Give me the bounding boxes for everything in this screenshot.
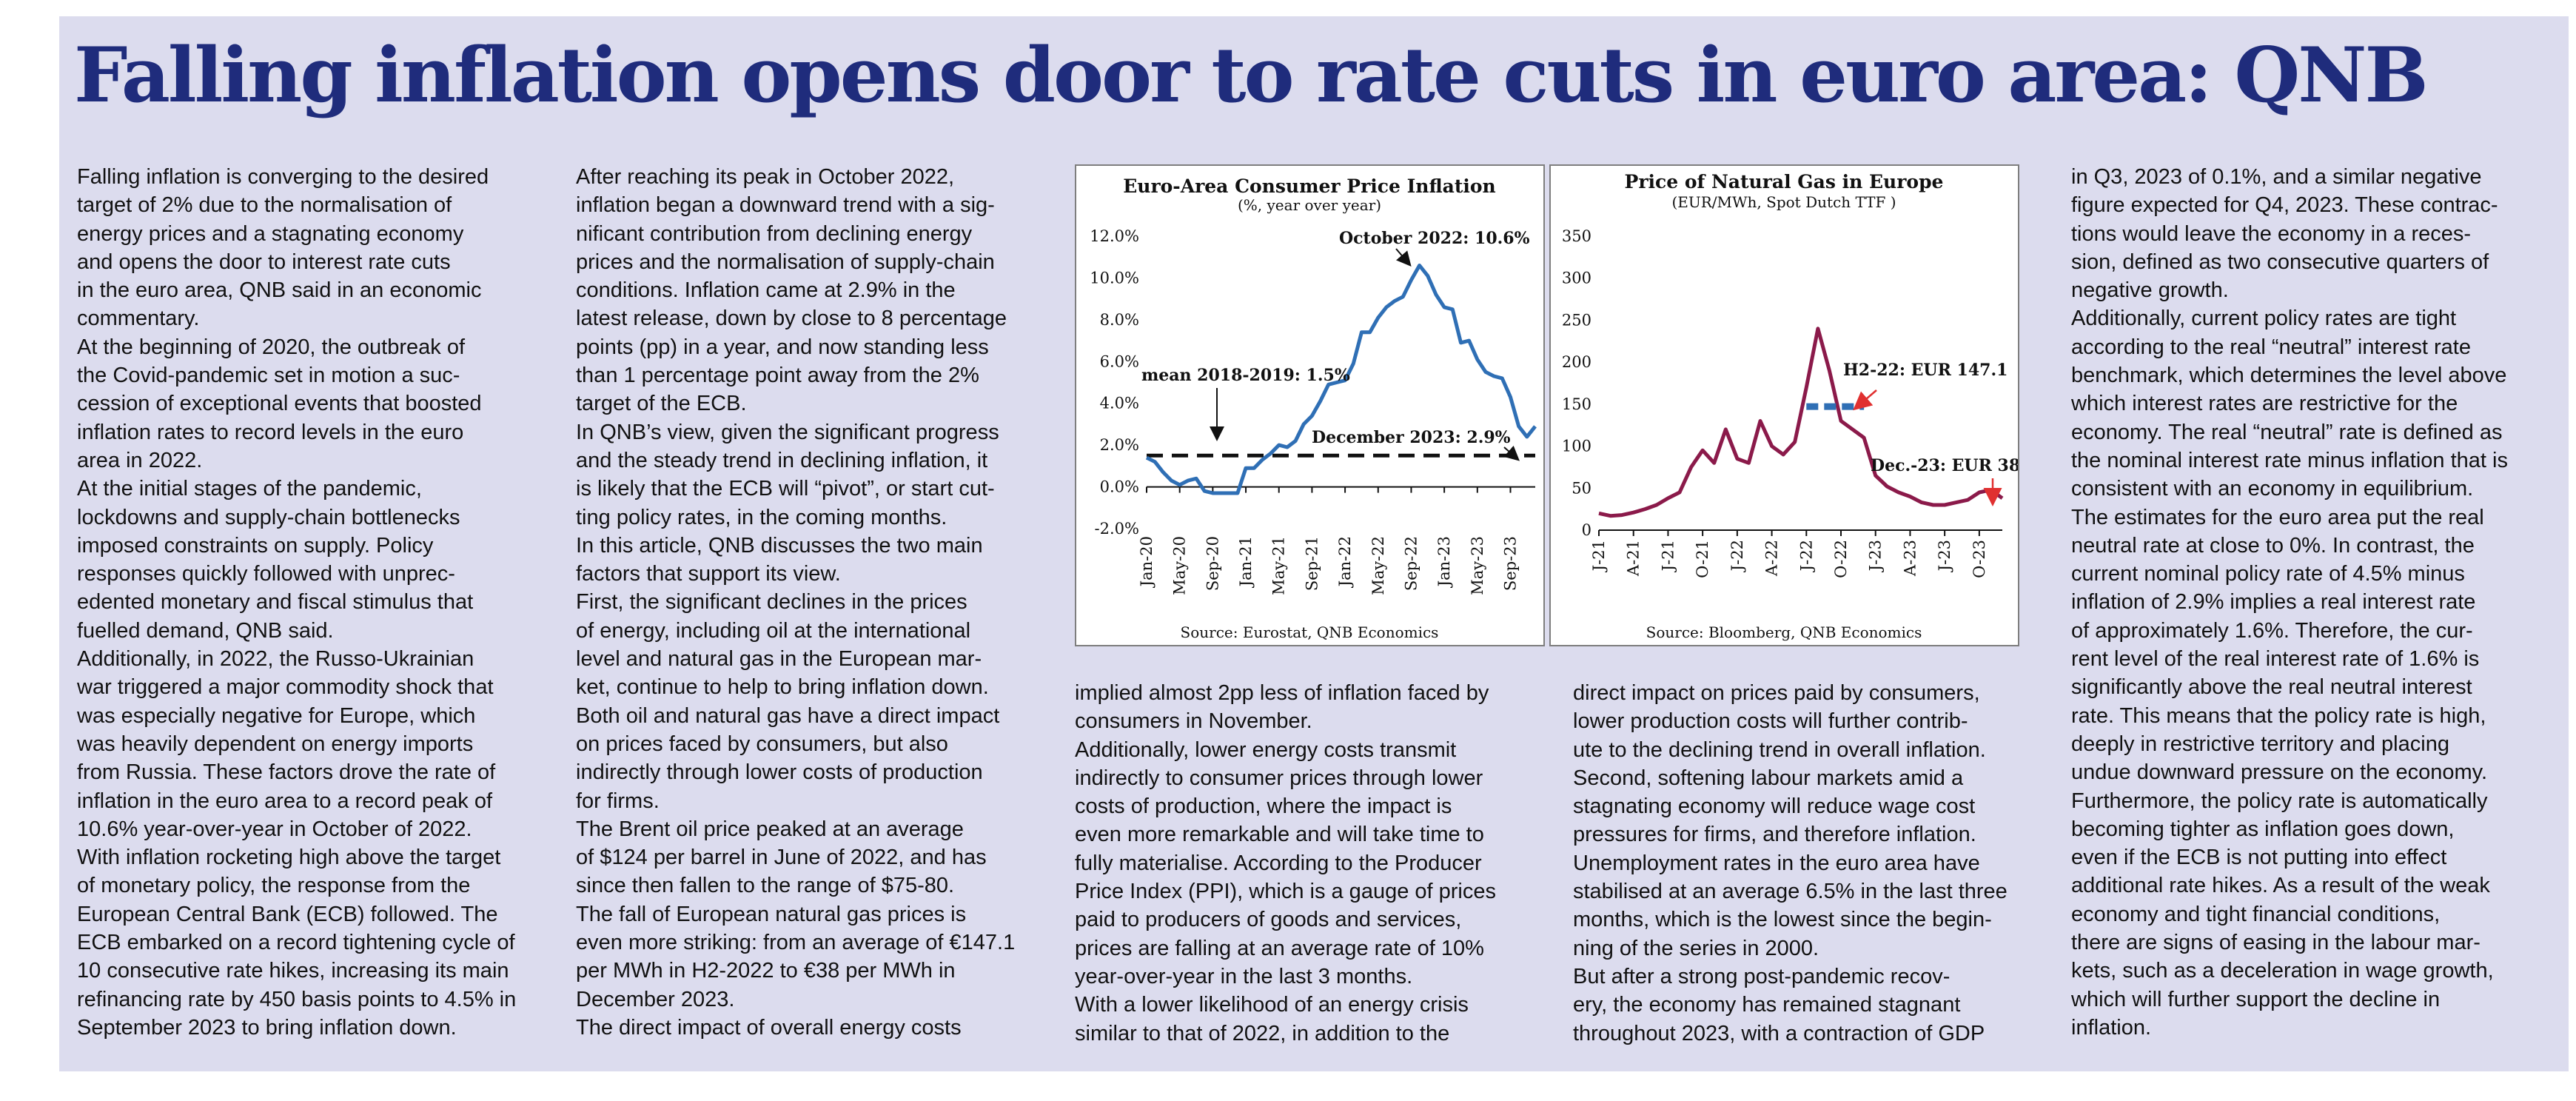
inflation-y-tick-label: 6.0% — [1100, 352, 1139, 370]
inflation-y-tick-label: -2.0% — [1095, 520, 1139, 538]
gas-y-tick-label: 300 — [1562, 270, 1591, 287]
inflation-x-tick-label: Jan-20 — [1138, 536, 1155, 588]
inflation-x-tick-label: Jan-21 — [1237, 536, 1255, 588]
inflation-x-tick-label: Sep-21 — [1303, 536, 1321, 591]
gas-y-tick-label: 100 — [1562, 438, 1591, 455]
gas-y-tick-label: 250 — [1562, 311, 1591, 329]
gas-x-tick-label: J-21 — [1590, 540, 1608, 572]
inflation-x-tick-label: Sep-23 — [1501, 536, 1519, 591]
gas-y-tick-label: 50 — [1572, 479, 1591, 497]
inflation-mean-annotation: mean 2018-2019: 1.5% — [1141, 366, 1350, 385]
gas-x-tick-label: J-23 — [1867, 540, 1885, 572]
gas-x-tick-label: J-22 — [1728, 540, 1746, 572]
inflation-x-tick-label: Jan-22 — [1336, 536, 1354, 588]
inflation-chart: Euro-Area Consumer Price Inflation (%, y… — [1075, 164, 1545, 646]
article-column-2: After reaching its peak in October 2022,… — [576, 165, 1016, 1040]
gas-h2-arrow — [1853, 389, 1877, 411]
gas-x-tick-label: A-22 — [1763, 540, 1781, 577]
gas-y-tick-label: 150 — [1562, 395, 1591, 413]
inflation-y-tick-label: 8.0% — [1100, 311, 1139, 329]
gas-chart-source: Source: Bloomberg, QNB Economics — [1646, 623, 1922, 641]
gas-x-tick-label: A-21 — [1625, 540, 1643, 577]
inflation-chart-source: Source: Eurostat, QNB Economics — [1181, 623, 1439, 641]
gas-x-tick-label: O-23 — [1970, 540, 1988, 578]
gas-y-tick-label: 200 — [1562, 353, 1591, 371]
gas-series-line — [1598, 327, 2004, 518]
inflation-series-line — [1145, 264, 1537, 495]
gas-x-tick-label: O-21 — [1694, 540, 1711, 578]
article-column-4: direct impact on prices paid by consumer… — [1573, 681, 2008, 1045]
headline: Falling inflation opens door to rate cut… — [74, 31, 2429, 120]
inflation-chart-subtitle: (%, year over year) — [1238, 196, 1381, 214]
gas-chart-subtitle: (EUR/MWh, Spot Dutch TTF ) — [1671, 193, 1896, 211]
inflation-y-tick-label: 12.0% — [1090, 227, 1139, 245]
gas-chart-title: Price of Natural Gas in Europe — [1625, 171, 1944, 193]
gas-price-chart: Price of Natural Gas in Europe (EUR/MWh,… — [1549, 164, 2019, 646]
gas-dec-annotation: Dec.-23: EUR 38 — [1871, 456, 2018, 475]
inflation-x-tick-label: Sep-20 — [1204, 536, 1221, 591]
inflation-x-tick-label: May-20 — [1171, 536, 1189, 595]
inflation-latest-arrow — [1503, 445, 1520, 461]
inflation-chart-svg: Euro-Area Consumer Price Inflation (%, y… — [1090, 175, 1537, 641]
gas-x-tick-label: O-22 — [1832, 540, 1850, 578]
inflation-x-tick-label: Sep-22 — [1402, 536, 1420, 591]
inflation-x-tick-label: May-21 — [1270, 536, 1288, 595]
gas-price-chart-svg: Price of Natural Gas in Europe (EUR/MWh,… — [1562, 171, 2018, 641]
gas-h2-annotation: H2-22: EUR 147.1 — [1843, 361, 2008, 380]
inflation-latest-annotation: December 2023: 2.9% — [1312, 428, 1511, 447]
inflation-x-tick-label: May-22 — [1369, 536, 1387, 595]
gas-y-tick-label: 0 — [1582, 521, 1591, 539]
inflation-x-tick-label: May-23 — [1469, 536, 1486, 595]
gas-x-tick-label: J-21 — [1659, 540, 1677, 572]
article-column-5: in Q3, 2023 of 0.1%, and a similar negat… — [2071, 165, 2508, 1040]
inflation-y-tick-label: 0.0% — [1100, 478, 1139, 496]
article-column-3: implied almost 2pp less of inflation fac… — [1075, 681, 1496, 1045]
inflation-peak-annotation: October 2022: 10.6% — [1339, 229, 1530, 248]
article-column-1: Falling inflation is converging to the d… — [77, 165, 517, 1040]
inflation-y-tick-label: 4.0% — [1100, 395, 1139, 412]
gas-x-tick-label: J-22 — [1797, 540, 1815, 572]
gas-x-tick-label: J-23 — [1936, 540, 1953, 572]
inflation-peak-arrow — [1395, 248, 1412, 267]
inflation-chart-title: Euro-Area Consumer Price Inflation — [1123, 175, 1496, 197]
inflation-x-tick-label: Jan-23 — [1435, 536, 1453, 588]
inflation-y-tick-label: 10.0% — [1090, 269, 1139, 287]
gas-y-tick-label: 350 — [1562, 227, 1591, 245]
inflation-y-tick-label: 2.0% — [1100, 436, 1139, 454]
gas-x-tick-label: A-23 — [1901, 540, 1919, 577]
